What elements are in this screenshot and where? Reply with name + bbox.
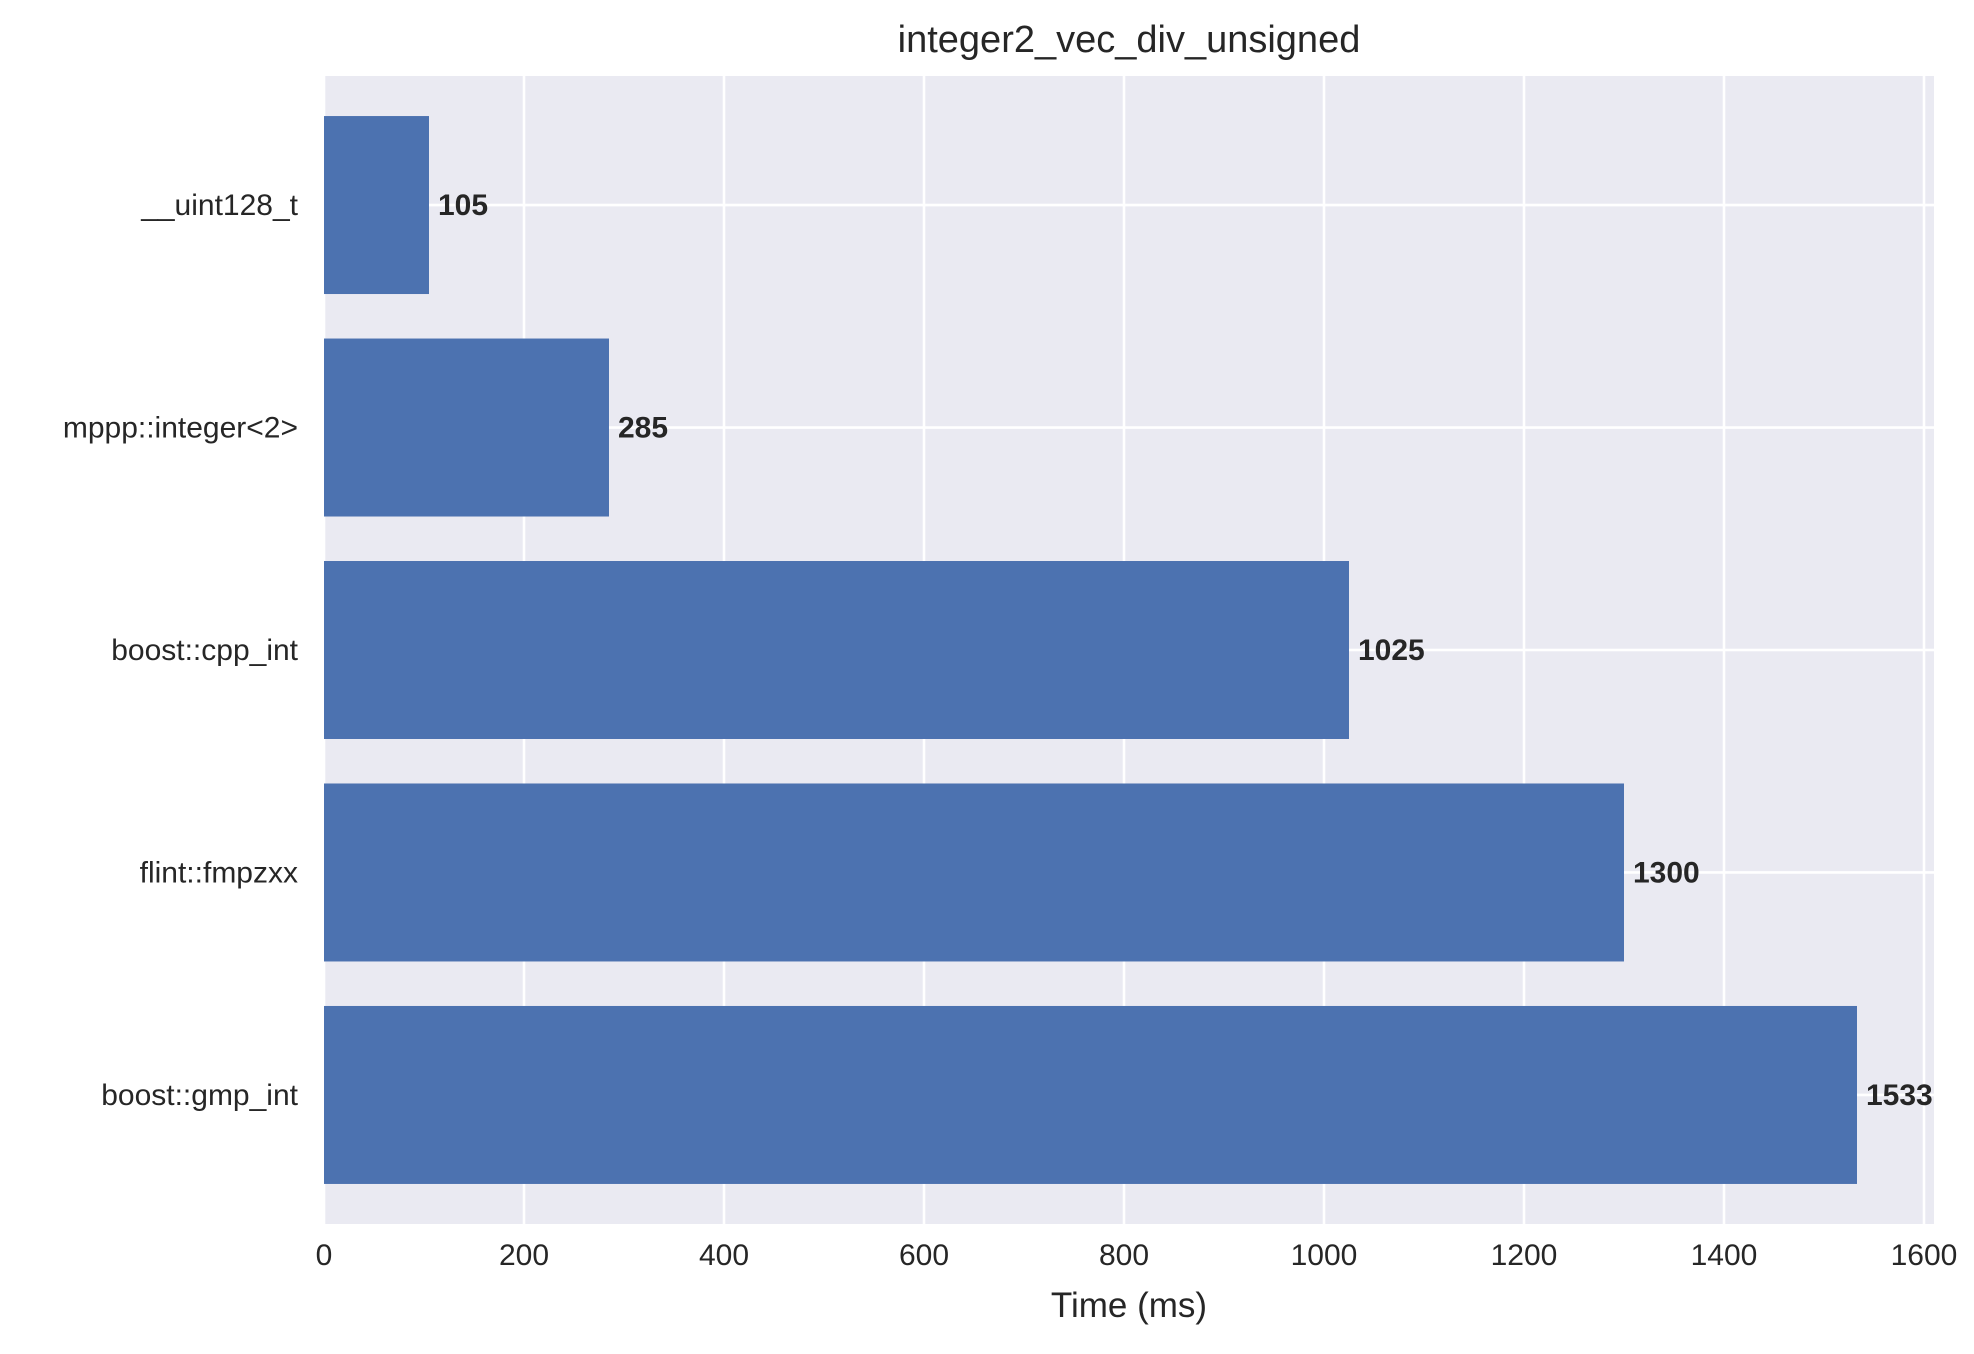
bars: 105 285 1025 1300 1533 — [324, 116, 1933, 1184]
x-tick-label: 1600 — [1891, 1239, 1958, 1272]
bar-value-label: 1300 — [1633, 856, 1700, 889]
bar-value-label: 285 — [618, 412, 668, 445]
x-tick-label: 200 — [499, 1239, 549, 1272]
bar — [324, 1005, 1857, 1184]
bar — [324, 783, 1624, 962]
y-tick-label: boost::cpp_int — [111, 634, 298, 667]
x-tick-label: 0 — [316, 1239, 333, 1272]
x-tick-label: 1200 — [1491, 1239, 1558, 1272]
bar-value-label: 105 — [438, 189, 488, 222]
x-tick-label: 1400 — [1691, 1239, 1758, 1272]
x-axis-label: Time (ms) — [1051, 1286, 1207, 1325]
y-tick-label: flint::fmpzxx — [140, 856, 298, 889]
y-tick-label: mppp::integer<2> — [63, 412, 298, 445]
bar-value-label: 1025 — [1358, 634, 1425, 667]
bar — [324, 561, 1349, 739]
y-tick-label: boost::gmp_int — [101, 1079, 298, 1112]
x-tick-label: 1000 — [1291, 1239, 1358, 1272]
x-tick-labels: 0 200 400 600 800 1000 1200 1400 1600 — [316, 1239, 1958, 1272]
y-tick-labels: __uint128_tmppp::integer<2>boost::cpp_in… — [63, 189, 299, 1112]
chart-title: integer2_vec_div_unsigned — [898, 19, 1361, 61]
bar — [324, 116, 429, 295]
y-tick-label: __uint128_t — [140, 189, 298, 222]
x-tick-label: 800 — [1099, 1239, 1149, 1272]
x-tick-label: 600 — [899, 1239, 949, 1272]
bar-value-label: 1533 — [1866, 1079, 1933, 1112]
x-tick-label: 400 — [699, 1239, 749, 1272]
bar — [324, 338, 609, 517]
